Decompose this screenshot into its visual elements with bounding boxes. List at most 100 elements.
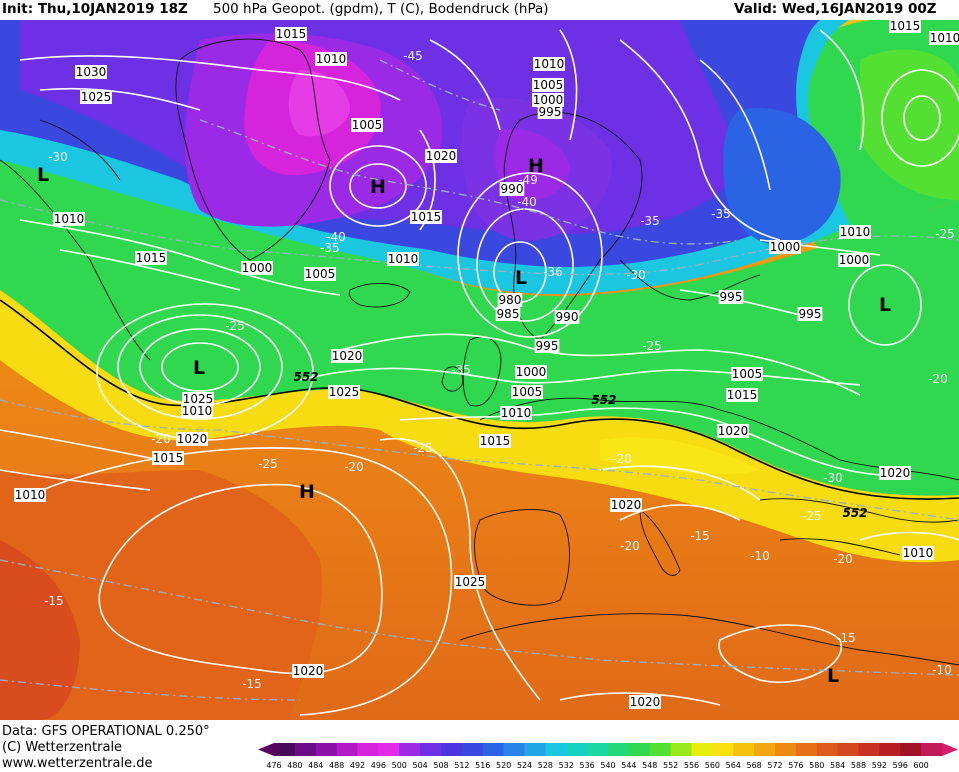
low-russia: L	[879, 294, 891, 316]
svg-text:-15: -15	[242, 677, 262, 691]
svg-text:-20: -20	[344, 460, 364, 474]
svg-text:-10: -10	[750, 549, 770, 563]
svg-text:-35: -35	[451, 363, 471, 377]
legend-swatch	[879, 743, 901, 756]
legend-tick-label: 580	[809, 761, 824, 770]
svg-text:-40: -40	[517, 195, 537, 209]
legend-arrow-left	[258, 743, 274, 756]
svg-text:1010: 1010	[388, 252, 419, 266]
legend-tick-label: 596	[893, 761, 908, 770]
isobar-label: 990	[499, 182, 525, 196]
isobar-label: 1020	[629, 695, 661, 709]
temperature-label: -15	[44, 594, 64, 608]
low-north-sea: L	[515, 267, 527, 289]
svg-text:552: 552	[591, 393, 616, 407]
svg-text:995: 995	[536, 339, 559, 353]
svg-text:-36: -36	[543, 265, 563, 279]
legend-arrow-right	[942, 743, 958, 756]
temperature-label: -25	[225, 319, 245, 333]
svg-text:1030: 1030	[76, 65, 107, 79]
legend-tick-label: 480	[287, 761, 302, 770]
legend-swatch	[399, 743, 421, 756]
legend-tick-label: 520	[496, 761, 511, 770]
svg-text:1015: 1015	[411, 210, 442, 224]
svg-text:1025: 1025	[455, 575, 486, 589]
svg-text:1020: 1020	[630, 695, 661, 709]
svg-text:-25: -25	[225, 319, 245, 333]
svg-text:-15: -15	[690, 529, 710, 543]
legend-tick-label: 504	[412, 761, 427, 770]
temperature-label: -45	[403, 49, 423, 63]
svg-text:990: 990	[501, 182, 524, 196]
init-time: Init: Thu,10JAN2019 18Z	[2, 1, 188, 17]
isobar-label: 1010	[500, 406, 532, 420]
height-552-label: 552	[293, 370, 318, 384]
isobar-label: 1015	[889, 20, 921, 33]
legend-tick-label: 560	[705, 761, 720, 770]
svg-text:-20: -20	[612, 452, 632, 466]
temperature-label: -20	[344, 460, 364, 474]
isobar-label: 1005	[304, 267, 336, 281]
legend-swatch	[545, 743, 567, 756]
africa-coast	[459, 613, 959, 666]
legend-swatch	[503, 743, 525, 756]
isobar-label: 1020	[879, 466, 911, 480]
legend-tick-label: 600	[913, 761, 928, 770]
temperature-label: -20	[612, 452, 632, 466]
isobar-label: 1025	[454, 575, 486, 589]
isobar-label: 1030	[75, 65, 107, 79]
legend-swatch	[628, 743, 651, 756]
legend-tick-label: 552	[663, 761, 678, 770]
isobar-label: 1020	[331, 349, 363, 363]
temperature-label: -20	[833, 552, 853, 566]
legend-swatch	[670, 743, 692, 756]
temperature-label: -25	[258, 457, 278, 471]
map-header: Init: Thu,10JAN2019 18Z 500 hPa Geopot. …	[0, 0, 959, 20]
temperature-label: -40	[326, 230, 346, 244]
svg-text:1020: 1020	[611, 498, 642, 512]
height-552-label: 552	[591, 393, 616, 407]
legend-swatch	[294, 743, 317, 756]
legend-swatch	[587, 743, 609, 756]
isobar-label: 1015	[275, 27, 307, 41]
legend-tick-label: 508	[433, 761, 448, 770]
legend-swatch	[733, 743, 755, 756]
legend-swatch	[921, 743, 943, 756]
svg-text:1005: 1005	[305, 267, 336, 281]
southwest-orange-region	[0, 470, 323, 720]
svg-text:1005: 1005	[352, 118, 383, 132]
temperature-label: -25	[802, 509, 822, 523]
isobar-label: 1000	[241, 261, 273, 275]
svg-text:1005: 1005	[512, 385, 543, 399]
svg-text:995: 995	[539, 105, 562, 119]
isobar-label: 995	[537, 105, 563, 119]
isobar-label: 1010	[839, 225, 871, 239]
height-552-label: 552	[842, 506, 867, 520]
europe-north-coast	[479, 397, 959, 481]
temperature-label: -25	[642, 339, 662, 353]
svg-text:-49: -49	[518, 173, 538, 187]
svg-text:1020: 1020	[332, 349, 363, 363]
low-east-med: L	[827, 665, 839, 687]
legend-tick-label: 556	[684, 761, 699, 770]
svg-text:1015: 1015	[153, 451, 184, 465]
svg-text:-35: -35	[640, 214, 660, 228]
svg-text:1020: 1020	[880, 466, 911, 480]
svg-text:1005: 1005	[533, 78, 564, 92]
temperature-label: -25	[935, 227, 955, 241]
svg-text:-25: -25	[642, 339, 662, 353]
svg-text:1010: 1010	[316, 52, 347, 66]
legend-swatch	[274, 743, 296, 756]
website-link[interactable]: www.wetterzentrale.de	[2, 756, 153, 771]
coastlines	[0, 38, 959, 666]
legend-tick-label: 584	[830, 761, 845, 770]
isobar-label: 995	[797, 307, 823, 321]
legend-tick-label: 568	[746, 761, 761, 770]
yellow-band	[0, 290, 959, 563]
legend-swatch	[357, 743, 379, 756]
legend-tick-label: 540	[600, 761, 615, 770]
svg-text:1010: 1010	[15, 488, 46, 502]
weather-map[interactable]: L H H L L H L L 1015 1010 1030 1025 1005 1020…	[0, 20, 959, 720]
temperature-labels: -45-30-40-35-49-40-35 -35-30-36-35-25-25-…	[44, 49, 955, 691]
svg-text:1010: 1010	[930, 31, 959, 45]
